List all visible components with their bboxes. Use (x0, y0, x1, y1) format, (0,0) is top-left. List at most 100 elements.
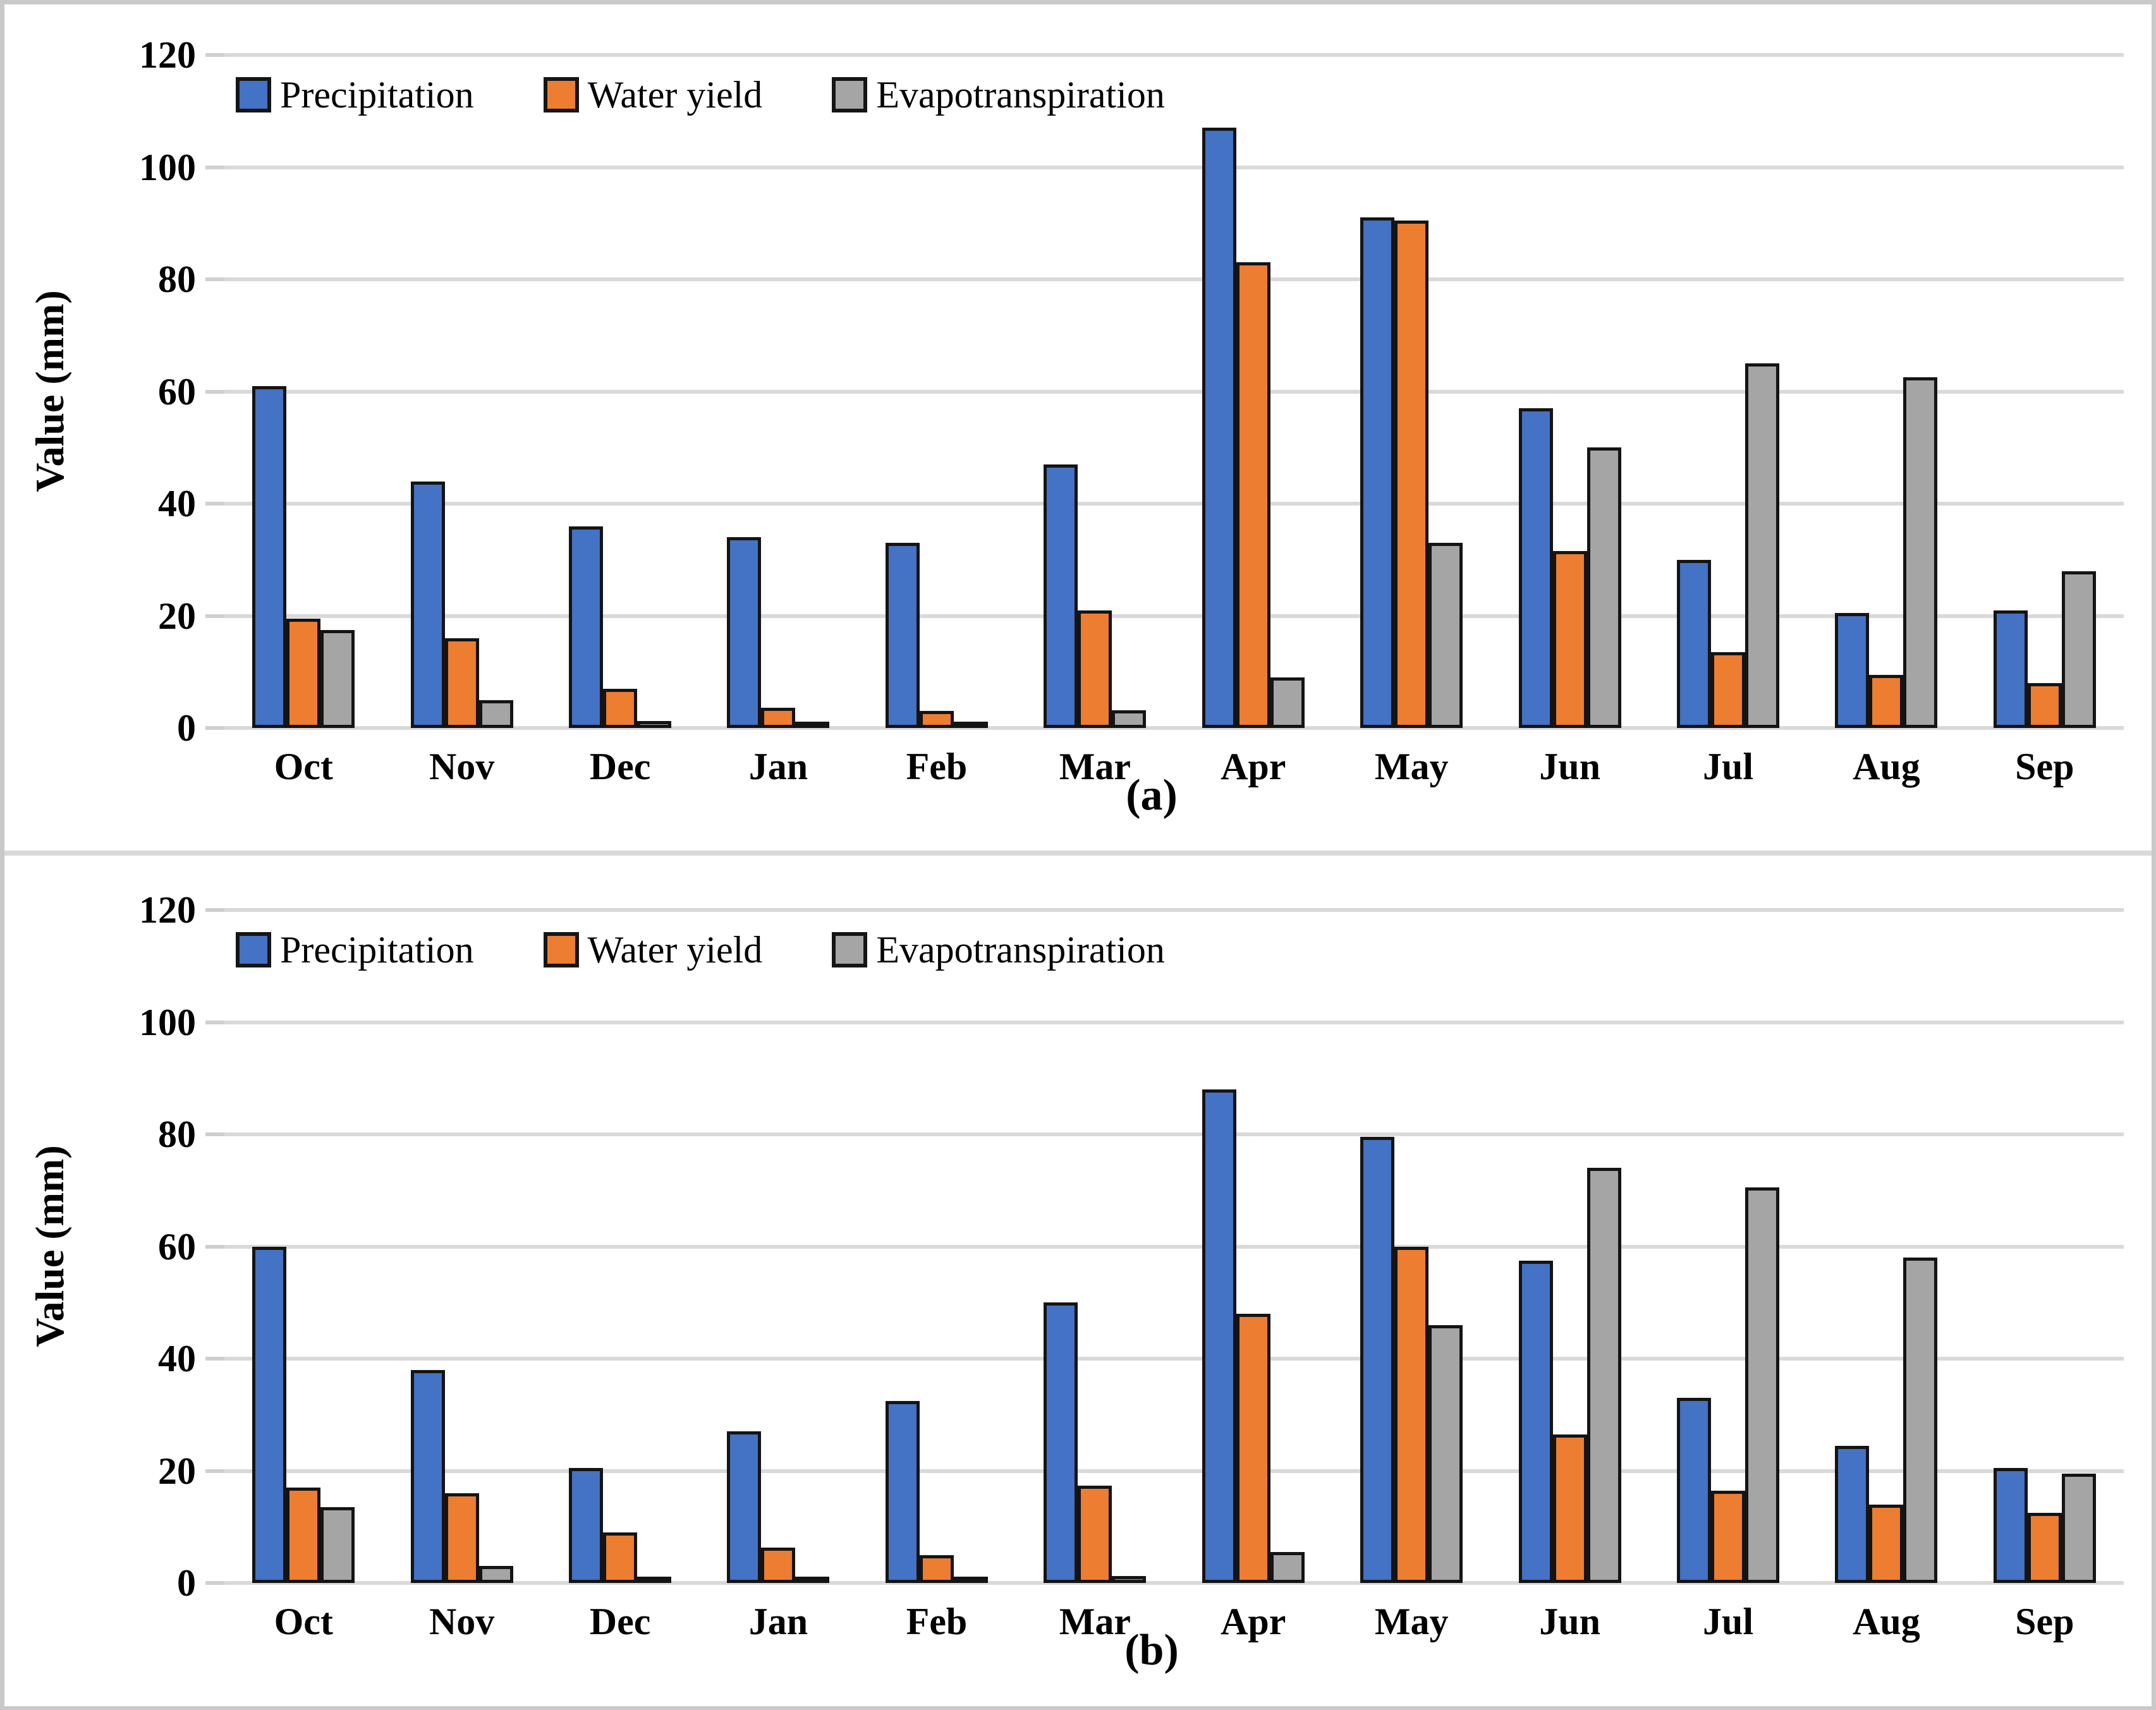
bar-group-may (1332, 910, 1490, 1583)
bar-water-yield-jun (1552, 551, 1587, 728)
x-axis-label-may: May (1374, 746, 1449, 787)
gridline-100 (224, 165, 2124, 169)
bar-water-yield-feb (919, 1555, 954, 1583)
panel-letter: (a) (1126, 771, 1178, 820)
bar-group-apr (1174, 910, 1332, 1583)
bar-series (224, 55, 2124, 728)
bar-group-nov (382, 910, 540, 1583)
bar-evapotranspiration-nov (478, 700, 513, 728)
gridline-0 (224, 1581, 2124, 1585)
legend-item-evapotranspiration: Evapotranspiration (832, 928, 1165, 972)
bar-group-jan (699, 910, 857, 1583)
y-tick-label-40: 40 (158, 1338, 196, 1380)
bar-water-yield-aug (1869, 1504, 1904, 1583)
bar-water-yield-dec (603, 688, 638, 728)
y-tick-label-20: 20 (158, 595, 196, 637)
y-tick-0 (205, 1581, 224, 1585)
gridline-40 (224, 1357, 2124, 1361)
gridline-120 (224, 908, 2124, 912)
x-axis-label-feb: Feb (906, 1601, 968, 1642)
bar-precipitation-nov (410, 481, 445, 728)
legend-item-evapotranspiration: Evapotranspiration (832, 73, 1165, 117)
x-axis-label-jan: Jan (748, 746, 808, 787)
legend-label: Water yield (587, 929, 763, 971)
y-tick-label-80: 80 (158, 1113, 196, 1155)
x-axis-label-may: May (1374, 1601, 1449, 1642)
bar-precipitation-jan (727, 537, 762, 728)
legend: Precipitation Water yield Evapotranspirati… (236, 73, 1165, 117)
y-tick-label-60: 60 (158, 1225, 196, 1268)
x-axis-label-jan: Jan (748, 1601, 808, 1642)
gridline-20 (224, 614, 2124, 618)
legend-swatch-icon (832, 932, 868, 967)
bar-precipitation-jan (727, 1431, 762, 1583)
bar-group-oct (224, 910, 382, 1583)
legend-label: Precipitation (280, 929, 474, 971)
bar-evapotranspiration-dec (637, 721, 672, 728)
y-tick-label-20: 20 (158, 1450, 196, 1492)
x-axis-label-nov: Nov (429, 746, 495, 787)
bar-precipitation-apr (1202, 128, 1236, 728)
bar-precipitation-apr (1202, 1089, 1236, 1583)
bar-evapotranspiration-jan (795, 722, 830, 728)
x-axis-label-nov: Nov (429, 1601, 495, 1642)
legend-swatch-icon (236, 77, 271, 112)
bar-evapotranspiration-mar (1112, 710, 1147, 728)
x-axis-label-sep: Sep (2015, 746, 2074, 787)
bar-water-yield-nov (444, 638, 479, 728)
bar-group-jul (1649, 55, 1807, 728)
bar-precipitation-sep (1993, 1468, 2028, 1583)
y-tick-40 (205, 502, 224, 506)
bar-group-jun (1490, 55, 1648, 728)
bar-precipitation-feb (885, 543, 920, 728)
bar-group-apr (1174, 55, 1332, 728)
bar-evapotranspiration-nov (478, 1566, 513, 1583)
panel-b: Value (mm) 0 20 40 60 80 100 120 Precipitation… (4, 859, 2152, 1706)
bar-evapotranspiration-sep (2061, 1473, 2096, 1583)
bar-precipitation-nov (410, 1369, 445, 1583)
bar-group-feb (858, 55, 1016, 728)
gridline-120 (224, 53, 2124, 57)
legend-label: Evapotranspiration (876, 74, 1165, 116)
bar-evapotranspiration-feb (953, 1577, 988, 1583)
bar-precipitation-may (1360, 217, 1395, 728)
bar-group-jul (1649, 910, 1807, 1583)
gridline-60 (224, 389, 2124, 394)
y-tick-40 (205, 1357, 224, 1361)
bar-evapotranspiration-dec (637, 1577, 672, 1583)
plot-area: 0 20 40 60 80 100 120 Precipitation Water yield… (139, 34, 2124, 787)
legend-label: Precipitation (280, 74, 474, 116)
bar-water-yield-may (1394, 1246, 1429, 1583)
bar-water-yield-sep (2027, 683, 2062, 728)
y-tick-60 (205, 389, 224, 394)
legend-swatch-icon (543, 932, 579, 967)
gridline-60 (224, 1244, 2124, 1249)
x-axis-label-oct: Oct (274, 746, 333, 787)
bar-evapotranspiration-apr (1270, 1552, 1305, 1583)
bar-evapotranspiration-jun (1587, 1168, 1621, 1583)
legend: Precipitation Water yield Evapotranspirati… (236, 928, 1165, 972)
x-axis-label-mar: Mar (1059, 746, 1131, 787)
bar-evapotranspiration-aug (1903, 377, 1938, 728)
x-axis-label-mar: Mar (1059, 1601, 1131, 1642)
y-tick-label-0: 0 (177, 1562, 196, 1604)
x-axis-label-jul: Jul (1702, 1601, 1754, 1642)
bar-water-yield-oct (286, 618, 321, 728)
legend-label: Water yield (587, 74, 763, 116)
y-tick-label-120: 120 (139, 889, 196, 931)
bar-precipitation-jul (1676, 1398, 1711, 1583)
gridline-0 (224, 726, 2124, 730)
bar-group-feb (858, 910, 1016, 1583)
gridline-40 (224, 502, 2124, 506)
bar-evapotranspiration-jun (1587, 447, 1621, 728)
bar-group-sep (1966, 910, 2124, 1583)
bar-evapotranspiration-aug (1903, 1258, 1938, 1583)
y-tick-120 (205, 908, 224, 912)
bar-evapotranspiration-mar (1112, 1576, 1147, 1583)
bar-water-yield-may (1394, 220, 1429, 728)
bar-precipitation-jun (1518, 408, 1553, 728)
bar-group-dec (541, 55, 699, 728)
x-axis-label-apr: Apr (1221, 746, 1286, 787)
y-tick-label-40: 40 (158, 483, 196, 525)
